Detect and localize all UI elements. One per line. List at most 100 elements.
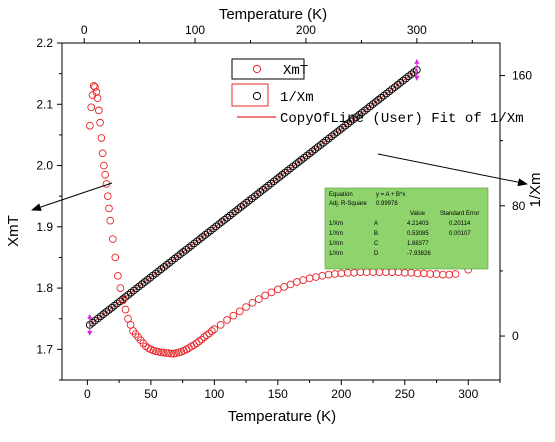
data-point-1-over-xm <box>330 130 339 139</box>
data-point-1-over-xm <box>371 98 380 106</box>
x-bottom-tick-label: 0 <box>84 387 91 401</box>
data-point-xmt <box>318 271 327 280</box>
fit-table-row-c-value: 1.88377 <box>407 241 429 247</box>
fit-line-layer <box>89 69 418 326</box>
data-point-1-over-xm <box>250 192 259 201</box>
data-point-1-over-xm <box>165 258 174 267</box>
data-point-1-over-xm <box>294 158 303 166</box>
data-point-1-over-xm <box>110 301 119 310</box>
fit-table-row-c-name: 1/Xm <box>329 241 343 247</box>
data-point-1-over-xm <box>146 273 155 282</box>
data-point-1-over-xm <box>140 278 149 286</box>
x-top-tick-label: 0 <box>81 23 88 37</box>
data-point-1-over-xm <box>286 164 295 173</box>
data-point-1-over-xm <box>352 113 361 121</box>
data-point-xmt <box>331 270 339 278</box>
fit-table-row-d-param: D <box>374 251 379 257</box>
plot-frame <box>61 42 501 381</box>
data-point-1-over-xm <box>107 303 116 312</box>
left-y-axis: 1.7 1.8 1.9 2.0 2.1 2.2 <box>36 36 62 381</box>
data-point-xmt <box>97 134 106 142</box>
data-point-1-over-xm <box>261 183 270 192</box>
data-point-xmt <box>200 333 209 341</box>
fit-table-row-d-value: -7.93826 <box>407 251 431 257</box>
data-point-1-over-xm <box>297 156 306 164</box>
x-top-tick-label: 200 <box>296 23 316 37</box>
fit-table: Equation y = A + B*x Adj. R-Square 0.999… <box>324 187 489 270</box>
y-left-tick-label: 2.0 <box>36 159 53 173</box>
data-point-xmt <box>190 341 198 349</box>
data-point-1-over-xm <box>132 284 141 293</box>
data-point-1-over-xm <box>96 312 105 321</box>
data-point-1-over-xm <box>228 209 237 218</box>
data-point-xmt <box>216 321 225 329</box>
data-point-xmt <box>273 285 282 294</box>
data-point-1-over-xm <box>102 308 111 316</box>
data-point-xmt <box>86 121 94 130</box>
data-point-xmt <box>400 268 409 277</box>
data-point-1-over-xm <box>226 211 234 220</box>
data-point-1-over-xm <box>393 81 402 89</box>
data-point-xmt <box>197 335 206 344</box>
data-markers <box>87 58 420 336</box>
legend: XmT 1/Xm CopyOfLine (User) Fit of 1/Xm <box>231 58 524 127</box>
data-point-1-over-xm <box>149 271 157 280</box>
data-point-1-over-xm <box>300 153 308 162</box>
data-point-xmt <box>432 270 441 278</box>
data-point-1-over-xm <box>275 173 284 181</box>
marker-up-arrow <box>414 58 420 64</box>
data-point-1-over-xm <box>187 241 196 250</box>
data-point-1-over-xm <box>116 297 124 306</box>
data-point-1-over-xm <box>358 108 366 117</box>
data-point-1-over-xm <box>349 115 358 124</box>
data-point-1-over-xm <box>91 316 100 325</box>
data-point-1-over-xm <box>278 171 286 179</box>
data-point-xmt <box>312 273 320 281</box>
data-point-1-over-xm <box>173 252 182 261</box>
data-point-xmt <box>111 253 120 262</box>
data-point-1-over-xm <box>289 162 297 171</box>
data-point-1-over-xm <box>234 205 243 214</box>
y-left-tick-label: 1.9 <box>36 220 53 234</box>
data-point-xmt <box>362 268 371 277</box>
data-point-1-over-xm <box>256 188 265 196</box>
data-point-1-over-xm <box>264 181 273 190</box>
fit-table-row-b-name: 1/Xm <box>329 231 343 237</box>
data-point-1-over-xm <box>143 276 152 284</box>
data-point-1-over-xm <box>113 299 122 308</box>
y-left-tick-label: 1.8 <box>36 281 53 295</box>
data-point-1-over-xm <box>322 136 330 145</box>
data-point-1-over-xm <box>305 149 314 158</box>
y-right-tick-label: 0 <box>512 329 519 343</box>
data-point-1-over-xm <box>195 235 204 244</box>
data-point-1-over-xm <box>204 228 212 237</box>
data-point-xmt <box>116 284 125 292</box>
data-point-1-over-xm <box>366 102 374 111</box>
data-point-1-over-xm <box>385 87 394 96</box>
data-point-xmt <box>261 291 269 300</box>
data-point-xmt <box>207 327 216 335</box>
fit-line <box>89 69 418 326</box>
data-point-xmt <box>419 269 428 278</box>
data-point-xmt <box>202 331 211 340</box>
data-point-1-over-xm <box>314 143 322 151</box>
data-point-1-over-xm <box>171 254 179 263</box>
data-point-1-over-xm <box>215 220 223 229</box>
data-point-xmt <box>105 204 113 213</box>
data-point-xmt <box>439 270 447 279</box>
data-point-xmt <box>369 268 377 277</box>
data-point-1-over-xm <box>303 151 311 160</box>
data-point-1-over-xm <box>245 196 254 205</box>
data-point-1-over-xm <box>363 104 372 113</box>
data-point-xmt <box>91 83 99 91</box>
x-bottom-tick-label: 200 <box>331 387 351 401</box>
data-point-1-over-xm <box>157 265 166 274</box>
legend-box-2 <box>231 83 269 107</box>
data-point-xmt <box>381 268 390 277</box>
data-point-1-over-xm <box>231 207 240 216</box>
marker-down-arrow <box>87 330 93 336</box>
data-point-1-over-xm <box>198 233 207 241</box>
data-point-1-over-xm <box>374 96 383 104</box>
data-point-xmt <box>388 268 396 277</box>
